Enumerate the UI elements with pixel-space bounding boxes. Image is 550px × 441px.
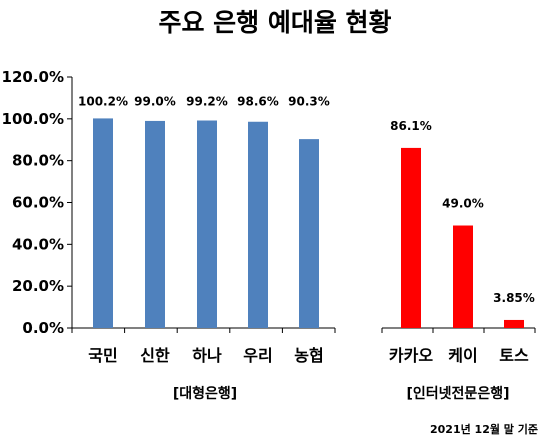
bar-우리 bbox=[248, 121, 268, 329]
category-label: 농협 bbox=[294, 346, 323, 365]
category-label: 하나 bbox=[192, 346, 222, 365]
y-tick-label: 60.0% bbox=[12, 194, 64, 212]
data-label: 49.0% bbox=[442, 197, 484, 211]
date-note: 2021년 12월 말 기준 bbox=[430, 422, 538, 436]
data-label: 99.2% bbox=[186, 95, 228, 109]
bar-케이 bbox=[453, 225, 473, 328]
category-label: 우리 bbox=[243, 346, 272, 365]
data-label: 99.0% bbox=[134, 95, 176, 109]
y-tick-label: 100.0% bbox=[2, 110, 64, 128]
data-label: 100.2% bbox=[78, 95, 128, 109]
y-tick-label: 120.0% bbox=[2, 68, 64, 86]
bar-농협 bbox=[299, 139, 319, 328]
y-tick-label: 20.0% bbox=[12, 277, 64, 295]
category-label: 국민 bbox=[88, 346, 117, 365]
category-label: 케이 bbox=[448, 346, 477, 365]
group-label: [대형은행] bbox=[173, 385, 237, 402]
category-label: 토스 bbox=[499, 346, 529, 365]
data-label: 90.3% bbox=[288, 95, 330, 109]
y-tick-label: 40.0% bbox=[12, 235, 64, 253]
data-label: 98.6% bbox=[237, 95, 279, 109]
group-label: [인터넷전문은행] bbox=[407, 385, 510, 402]
chart-title: 주요 은행 예대율 현황 bbox=[158, 8, 391, 37]
y-tick-label: 80.0% bbox=[12, 152, 64, 170]
data-label: 3.85% bbox=[493, 291, 535, 305]
bar-카카오 bbox=[401, 147, 421, 328]
bar-국민 bbox=[93, 118, 113, 328]
data-label: 86.1% bbox=[390, 119, 432, 133]
y-tick-label: 0.0% bbox=[22, 319, 64, 337]
bar-하나 bbox=[197, 120, 217, 328]
bar-신한 bbox=[145, 120, 165, 328]
bar-토스 bbox=[504, 319, 524, 328]
category-label: 신한 bbox=[140, 346, 170, 365]
category-label: 카카오 bbox=[389, 346, 433, 365]
